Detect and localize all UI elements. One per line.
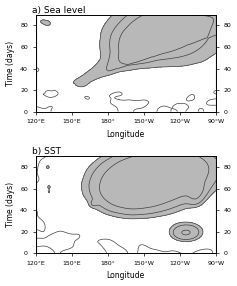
X-axis label: Longitude: Longitude (107, 130, 145, 139)
X-axis label: Longitude: Longitude (107, 271, 145, 281)
Y-axis label: Time (days): Time (days) (5, 182, 14, 227)
Text: b) SST: b) SST (32, 147, 61, 156)
Text: a) Sea level: a) Sea level (32, 5, 86, 15)
Y-axis label: Time (days): Time (days) (5, 41, 14, 86)
